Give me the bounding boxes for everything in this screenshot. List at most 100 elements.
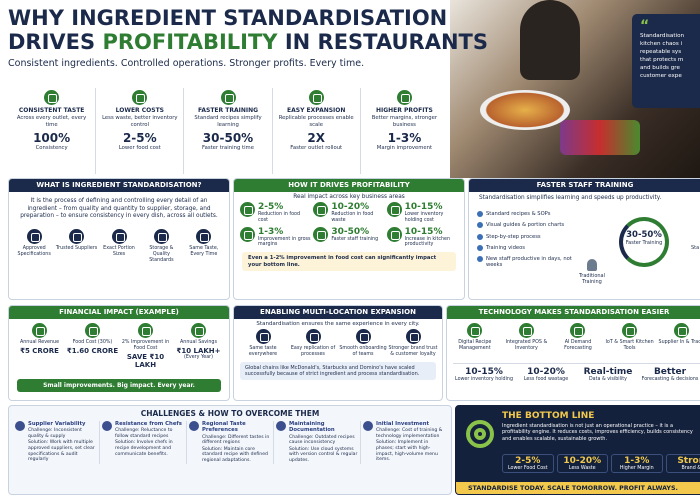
check-icon [477,256,483,263]
stat-item: 1-3% Improvement in gross margins [240,226,311,249]
title-highlight: PROFITABILITY [102,30,278,54]
challenge-challenge: Challenge: Different tastes in different… [202,434,270,446]
benefit-stat-label: Consistency [35,145,68,151]
challenge-text: Maintaining Documentation Challenge: Outd… [289,421,358,464]
profit-panel: HOW IT DRIVES PROFITABILITY Real impact a… [233,178,465,300]
stat-text: 10-15% Lower inventory holding cost [405,202,458,224]
footer: Small improvements. Big impact. Every ye… [17,379,221,392]
challenge-title: Supplier Variability [28,421,86,427]
icon [308,90,324,105]
benefit-desc: Better margins, stronger business [371,115,438,128]
check-item: Training videos [477,244,577,251]
stat-item: 10-15% Lower inventory holding cost [386,202,458,224]
note: Even a 1-2% improvement in food cost can… [242,252,456,272]
fin-label: Annual Savings [180,340,217,345]
stat-text: 10-15% Increase in kitchen productivity [405,227,458,249]
icon [313,202,329,217]
stat-text: 2-5% Reduction in food cost [258,202,311,224]
benefit-stat-label: Faster training time [202,145,254,151]
panel-heading: ENABLING MULTI-LOCATION EXPANSION [234,306,442,319]
stat-text: 1-3% Improvement in gross margins [258,227,311,249]
exp-item: Same taste everywhere [238,329,288,358]
stat-value: 10-20% [331,202,370,212]
panel-heading: TECHNOLOGY MAKES STANDARDISATION EASIER [447,306,700,319]
benefit-stat-label: Faster outlet rollout [290,145,343,151]
fin-item: Annual Revenue ₹5 CRORE [13,323,66,375]
challenge-text: Resistance from Chefs Challenge: Reluctan… [115,421,184,464]
challenge-title: Regional Taste Preferences [202,421,246,434]
stat-label: Improvement in gross margins [258,236,311,248]
stat-label: Reduction in food cost [258,212,301,223]
exp-label: Easy replication of processes [290,346,336,357]
tray [560,120,640,155]
bullseye [466,420,494,448]
challenge-icon [276,421,286,431]
bl-stat-value: 10-20% [563,456,602,466]
stat-label: Increase in kitchen productivity [404,236,451,248]
icon [220,90,236,105]
panel-heading: THE BOTTOM LINE [502,411,595,421]
tech-stat-label: Data & visibility [588,377,627,382]
stat-grid: 2-5% Reduction in food cost 10-20% Reductio… [234,202,464,248]
bl-stat-label: Lower Food Cost [507,466,548,471]
stat-label: Faster staff training [331,236,379,242]
bl-stat: StronBrand & [665,454,700,473]
what-is-panel: WHAT IS INGREDIENT STANDARDISATION? It is… [8,178,230,300]
quote-line: customer expe [640,73,682,79]
check-icon [477,244,483,251]
training-panel: FASTER STAFF TRAINING Standardisation sim… [468,178,700,300]
exp-item: Smooth onboarding of teams [338,329,388,358]
challenge: Resistance from Chefs Challenge: Reluctan… [100,421,187,464]
bl-stat-value: Stron [677,456,700,466]
header: WHY INGREDIENT STANDARDISATION DRIVES PR… [8,6,488,69]
stat-item: 2-5% Reduction in food cost [240,202,311,224]
check-label: Step-by-step process [486,233,541,240]
footer: STANDARDISE TODAY. SCALE TOMORROW. PROFI… [456,482,700,494]
subheading: Standardisation ensures the same experie… [256,321,420,327]
bl-stat-label: Brand & [681,466,700,471]
stat-value: 10-15% [404,226,443,237]
icon [153,228,169,244]
title: DRIVES [8,30,96,54]
tool-row: Digital Recipe Management Integrated POS … [447,319,700,361]
person-icon [587,259,597,271]
item-label: Approved Specifications [17,245,51,257]
benefit-stat-label: Lower food cost [118,145,161,151]
icon [386,202,402,217]
item: Trusted Suppliers [55,225,97,264]
challenge-row: Supplier Variability Challenge: Inconsist… [9,418,451,467]
financial-panel: FINANCIAL IMPACT (EXAMPLE) Annual Revenue… [8,305,230,401]
icon [111,228,127,244]
panel-heading: HOW IT DRIVES PROFITABILITY [234,179,464,192]
exp-item: Easy replication of processes [288,329,338,358]
item-label: Trusted Suppliers [55,245,98,251]
check-label: Training videos [486,244,525,251]
benefit-stat: 2-5% [122,131,157,145]
title-line: DRIVES PROFITABILITY IN RESTAURANTS [8,30,488,54]
quote-line: that protects m [640,57,684,63]
checklist: Standard recipes & SOPs Visual guides & p… [477,211,577,274]
tool-label: Integrated POS & Inventory [505,340,548,351]
tech-stat-value: 10-15% [465,367,503,377]
quote-line: and builds gre [640,65,680,71]
title: IN RESTAURANTS [284,30,488,54]
item-label: Exact Portion Sizes [103,245,135,257]
fin-value: ₹5 CRORE [20,347,59,355]
benefit-desc: Less waste, better inventory control [102,115,178,128]
challenge-solution: Solution: Implement in phases; start wit… [376,440,438,463]
exp-row: Same taste everywhere Easy replication of… [234,329,442,358]
icon-row: Approved Specifications Trusted Suppliers… [9,225,229,264]
icon [191,323,206,338]
icon [313,226,329,242]
bl-stat: 1-3% Higher Margin [611,454,663,473]
tool: AI Demand Forecasting [552,323,604,361]
stat-item: 10-20% Reduction in food waste [313,202,384,224]
benefit: CONSISTENT TASTE Across every outlet, eve… [8,88,97,174]
stat-value: 2-5% [258,202,284,212]
challenge-text: Regional Taste Preferences Challenge: Dif… [202,421,271,464]
benefits-row: CONSISTENT TASTE Across every outlet, eve… [8,88,448,174]
tech-stat-value: Better [653,367,687,377]
icon [138,323,153,338]
challenge-solution: Solution: Maintain core standard recipe … [202,446,268,463]
